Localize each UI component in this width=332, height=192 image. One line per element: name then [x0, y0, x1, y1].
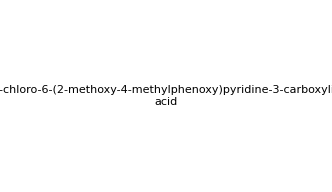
Text: 5-chloro-6-(2-methoxy-4-methylphenoxy)pyridine-3-carboxylic acid: 5-chloro-6-(2-methoxy-4-methylphenoxy)py… [0, 85, 332, 107]
